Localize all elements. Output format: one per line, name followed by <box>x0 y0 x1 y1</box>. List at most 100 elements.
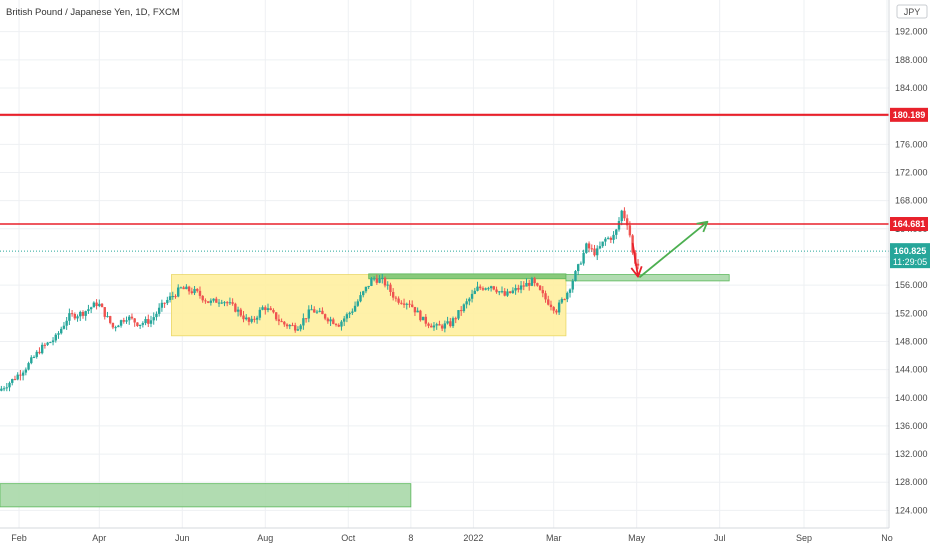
candle-body <box>13 379 17 381</box>
candle-body <box>530 278 534 286</box>
candle-body <box>405 303 408 305</box>
horizontal-levels[interactable] <box>0 113 889 252</box>
x-tick-label: Aug <box>257 533 273 543</box>
red-down-arrow[interactable] <box>630 242 643 278</box>
candle-body <box>288 325 291 327</box>
candle-body <box>419 310 422 321</box>
candle-body <box>117 325 120 328</box>
drawing-zones <box>0 273 730 508</box>
drawing-arrows[interactable] <box>630 220 709 279</box>
y-tick-label: 172.000 <box>895 167 928 177</box>
candle-body <box>370 278 373 286</box>
candle-body <box>57 333 60 335</box>
candle-body <box>598 246 602 249</box>
y-tick-label: 128.000 <box>895 477 928 487</box>
candle-body <box>579 263 583 265</box>
candle-body <box>386 284 389 286</box>
candle-body <box>274 312 278 320</box>
candle-body <box>108 316 112 323</box>
candle-body <box>549 304 553 308</box>
candle-body <box>348 312 351 315</box>
candle-body <box>606 237 610 239</box>
x-tick-label: Apr <box>92 533 106 543</box>
candle-body <box>8 382 11 388</box>
candle-body <box>332 319 335 324</box>
candle-body <box>269 308 272 310</box>
candle-body <box>547 299 550 305</box>
candle-body <box>215 298 218 303</box>
support-zone <box>565 274 730 282</box>
y-tick-label: 136.000 <box>895 421 928 431</box>
candle-body <box>345 314 349 319</box>
candle-body <box>576 264 580 272</box>
candle-body <box>160 302 164 308</box>
x-tick-label: 2022 <box>463 533 483 543</box>
candle-body <box>19 374 22 376</box>
candle-body <box>196 288 199 291</box>
y-tick-label: 168.000 <box>895 196 928 206</box>
candle-body <box>430 325 433 328</box>
candle-body <box>367 285 370 287</box>
candle-body <box>498 291 501 293</box>
candle-body <box>506 291 509 296</box>
candle-body <box>443 323 447 329</box>
currency-badge[interactable]: JPY <box>896 4 928 19</box>
candle-body <box>590 248 593 250</box>
green-up-arrow[interactable] <box>638 220 709 279</box>
candle-body <box>89 307 93 310</box>
candle-body <box>168 296 172 300</box>
candle-body <box>76 316 79 319</box>
candle-body <box>337 324 340 327</box>
x-tick-label: Jul <box>714 533 726 543</box>
candle-body <box>446 321 449 324</box>
candle-body <box>389 284 392 292</box>
candle-body <box>236 309 240 312</box>
candle-body <box>500 291 504 293</box>
candle-body <box>353 305 357 312</box>
candle-body <box>560 299 564 303</box>
candle-body <box>231 302 234 304</box>
candle-body <box>323 314 327 319</box>
candle-body <box>544 293 547 300</box>
candle-body <box>313 309 316 313</box>
candle-body <box>245 317 248 320</box>
candle-body <box>492 286 496 290</box>
x-tick-label: Feb <box>11 533 27 543</box>
candle-body <box>157 307 161 314</box>
candle-body <box>574 271 577 281</box>
candle-body <box>250 318 253 322</box>
candle-body <box>563 299 566 301</box>
arrow-shaft <box>638 221 708 279</box>
x-tick-label: Oct <box>341 533 356 543</box>
candle-body <box>435 324 438 326</box>
candle-body <box>402 303 406 305</box>
candle-body <box>266 308 270 311</box>
candle-body <box>92 302 96 308</box>
candle-body <box>2 388 6 390</box>
candle-body <box>359 295 362 302</box>
candle-body <box>40 344 44 354</box>
x-tick-label: No <box>881 533 893 543</box>
candle-body <box>258 309 262 318</box>
candle-body <box>217 302 221 304</box>
candle-body <box>70 313 74 315</box>
candle-body <box>103 307 106 317</box>
candle-body <box>201 295 204 301</box>
candle-body <box>128 316 131 321</box>
y-tick-label: 152.000 <box>895 308 928 318</box>
candle-body <box>552 307 555 311</box>
candle-body <box>255 317 259 320</box>
candle-body <box>593 248 596 256</box>
candle-body <box>310 309 313 311</box>
candle-body <box>98 303 101 307</box>
candle-body <box>204 300 207 302</box>
y-tick-label: 192.000 <box>895 27 928 37</box>
candle-body <box>155 313 158 318</box>
candle-body <box>277 319 281 322</box>
currency-badge-label: JPY <box>904 7 921 17</box>
candle-body <box>5 387 9 389</box>
candle-body <box>413 306 417 313</box>
candle-body <box>408 303 411 305</box>
